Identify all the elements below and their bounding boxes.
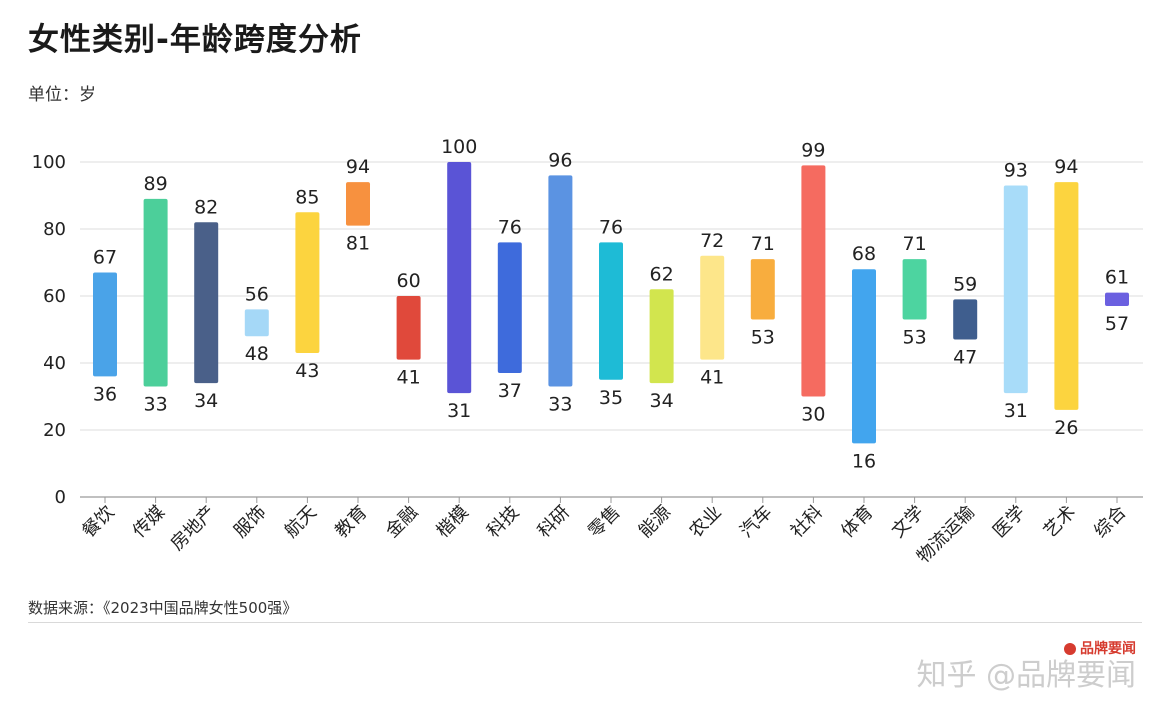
range-bar bbox=[295, 212, 320, 353]
max-value-label: 76 bbox=[599, 216, 623, 238]
x-category-label: 零售 bbox=[584, 502, 624, 542]
range-bar bbox=[244, 309, 269, 337]
x-category-label: 房地产 bbox=[167, 502, 220, 555]
x-category-label: 科研 bbox=[534, 502, 574, 542]
x-category-label: 汽车 bbox=[736, 502, 776, 542]
min-value-label: 41 bbox=[700, 367, 724, 389]
range-bar bbox=[194, 222, 219, 384]
max-value-label: 71 bbox=[903, 233, 927, 255]
range-bar bbox=[953, 299, 978, 340]
range-bar bbox=[801, 165, 826, 397]
range-bar bbox=[599, 242, 623, 380]
range-bar bbox=[902, 259, 927, 320]
range-bar-chart: 0 20 40 60 80 100 67 36 餐饮 89 33 传媒 82 34 房地产 56 48 服饰 85 4… bbox=[32, 136, 1143, 567]
range-bar bbox=[346, 182, 370, 226]
range-bar bbox=[447, 162, 472, 394]
x-category-label: 餐饮 bbox=[78, 502, 118, 542]
x-category-label: 传媒 bbox=[129, 502, 169, 542]
data-source: 数据来源：《2023中国品牌女性500强》 bbox=[28, 599, 298, 617]
y-tick-label: 40 bbox=[43, 353, 66, 374]
max-value-label: 56 bbox=[245, 283, 269, 305]
x-category-label: 文学 bbox=[888, 502, 928, 542]
range-bar bbox=[548, 175, 573, 387]
max-value-label: 68 bbox=[852, 243, 876, 265]
x-category-label: 社科 bbox=[787, 502, 827, 542]
min-value-label: 16 bbox=[852, 450, 876, 472]
max-value-label: 61 bbox=[1105, 267, 1129, 289]
min-value-label: 30 bbox=[801, 404, 825, 426]
min-value-label: 33 bbox=[548, 393, 572, 415]
max-value-label: 60 bbox=[397, 270, 421, 292]
min-value-label: 34 bbox=[194, 390, 218, 412]
min-value-label: 33 bbox=[144, 393, 168, 415]
range-bar bbox=[1054, 182, 1079, 410]
x-category-label: 艺术 bbox=[1040, 502, 1080, 542]
min-value-label: 26 bbox=[1054, 417, 1078, 439]
min-value-label: 41 bbox=[397, 367, 421, 389]
range-bar bbox=[700, 255, 725, 360]
max-value-label: 93 bbox=[1004, 159, 1028, 181]
min-value-label: 48 bbox=[245, 343, 269, 365]
max-value-label: 67 bbox=[93, 247, 117, 269]
x-category-label: 金融 bbox=[382, 502, 422, 542]
range-bar bbox=[143, 198, 168, 387]
y-tick-label: 60 bbox=[43, 286, 66, 307]
x-category-label: 科技 bbox=[483, 502, 523, 542]
max-value-label: 94 bbox=[1054, 156, 1078, 178]
min-value-label: 34 bbox=[650, 390, 674, 412]
max-value-label: 82 bbox=[194, 196, 218, 218]
range-bar bbox=[750, 259, 775, 320]
watermark: 知乎 @品牌要闻 bbox=[916, 650, 1136, 694]
max-value-label: 99 bbox=[801, 139, 825, 161]
min-value-label: 35 bbox=[599, 387, 623, 409]
max-value-label: 85 bbox=[295, 186, 319, 208]
x-category-label: 服饰 bbox=[230, 502, 270, 542]
y-tick-label: 0 bbox=[55, 487, 66, 508]
max-value-label: 76 bbox=[498, 216, 522, 238]
min-value-label: 31 bbox=[1004, 400, 1028, 422]
watermark-text: 知乎 @品牌要闻 bbox=[916, 658, 1136, 693]
brand-logo: 品牌要闻 bbox=[1064, 638, 1136, 658]
x-category-label: 综合 bbox=[1090, 502, 1130, 542]
max-value-label: 59 bbox=[953, 273, 977, 295]
range-bar bbox=[396, 296, 421, 360]
max-value-label: 96 bbox=[548, 149, 572, 171]
max-value-label: 94 bbox=[346, 156, 370, 178]
min-value-label: 47 bbox=[953, 347, 977, 369]
footer-divider bbox=[28, 622, 1142, 623]
max-value-label: 72 bbox=[700, 230, 724, 252]
range-bar bbox=[852, 269, 876, 444]
x-category-label: 能源 bbox=[635, 502, 675, 542]
range-bar bbox=[1003, 185, 1028, 394]
y-tick-label: 20 bbox=[43, 420, 66, 441]
min-value-label: 31 bbox=[447, 400, 471, 422]
y-tick-label: 80 bbox=[43, 219, 66, 240]
min-value-label: 57 bbox=[1105, 313, 1129, 335]
min-value-label: 43 bbox=[295, 360, 319, 382]
min-value-label: 81 bbox=[346, 233, 370, 255]
max-value-label: 89 bbox=[144, 173, 168, 195]
x-category-label: 教育 bbox=[331, 502, 371, 542]
range-bar bbox=[649, 289, 674, 384]
unit-label: 单位：岁 bbox=[28, 85, 96, 105]
max-value-label: 62 bbox=[650, 263, 674, 285]
min-value-label: 53 bbox=[903, 326, 927, 348]
range-bar bbox=[497, 242, 522, 374]
x-category-label: 体育 bbox=[837, 502, 877, 542]
brand-logo-text: 品牌要闻 bbox=[1080, 641, 1136, 657]
min-value-label: 53 bbox=[751, 326, 775, 348]
chart-title: 女性类别-年龄跨度分析 bbox=[28, 22, 362, 58]
min-value-label: 37 bbox=[498, 380, 522, 402]
brand-logo-icon bbox=[1064, 643, 1076, 655]
range-bar bbox=[93, 272, 117, 377]
y-tick-label: 100 bbox=[32, 152, 66, 173]
range-bar bbox=[1105, 292, 1129, 307]
x-category-label: 农业 bbox=[685, 502, 725, 542]
x-category-label: 航天 bbox=[281, 502, 321, 542]
max-value-label: 100 bbox=[441, 136, 477, 158]
max-value-label: 71 bbox=[751, 233, 775, 255]
x-category-label: 医学 bbox=[989, 502, 1029, 542]
min-value-label: 36 bbox=[93, 383, 117, 405]
x-category-label: 楷模 bbox=[432, 502, 472, 542]
